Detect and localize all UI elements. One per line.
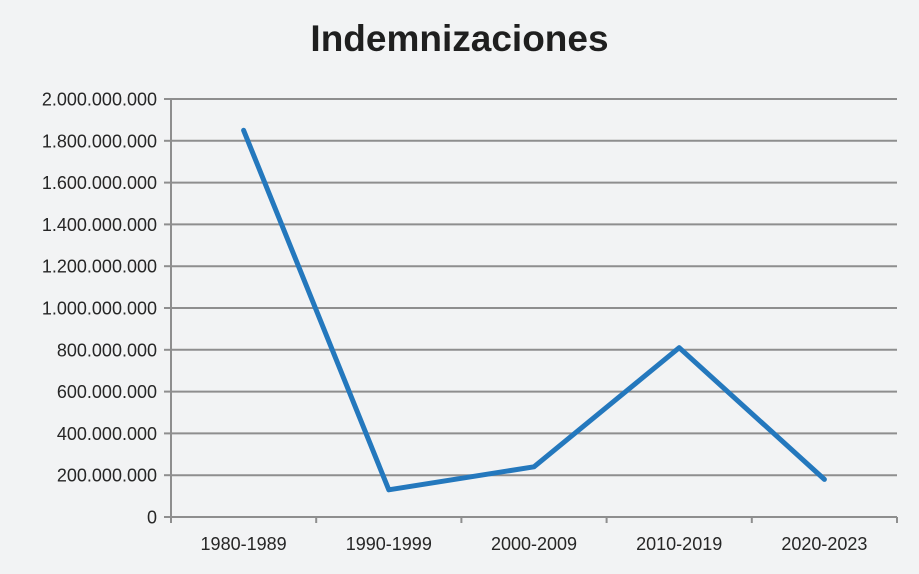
data-line <box>241 127 827 493</box>
chart-title: Indemnizaciones <box>310 18 609 59</box>
y-tick-label: 1.800.000.000 <box>42 131 157 151</box>
y-tick-label: 2.000.000.000 <box>42 90 157 110</box>
y-tick-label: 200.000.000 <box>57 466 157 486</box>
y-tick-label: 0 <box>147 508 157 528</box>
x-axis-label: 1990-1999 <box>346 534 432 554</box>
x-axis-label: 1980-1989 <box>201 534 287 554</box>
y-tick-label: 1.600.000.000 <box>42 173 157 193</box>
y-tick-label: 800.000.000 <box>57 340 157 360</box>
y-tick-label: 1.200.000.000 <box>42 257 157 277</box>
y-tick-label: 1.000.000.000 <box>42 299 157 319</box>
x-axis-label: 2000-2009 <box>491 534 577 554</box>
y-tick-label: 400.000.000 <box>57 424 157 444</box>
y-tick-label: 600.000.000 <box>57 382 157 402</box>
x-axis-label: 2010-2019 <box>636 534 722 554</box>
x-axis-label: 2020-2023 <box>781 534 867 554</box>
y-tick-label: 1.400.000.000 <box>42 215 157 235</box>
